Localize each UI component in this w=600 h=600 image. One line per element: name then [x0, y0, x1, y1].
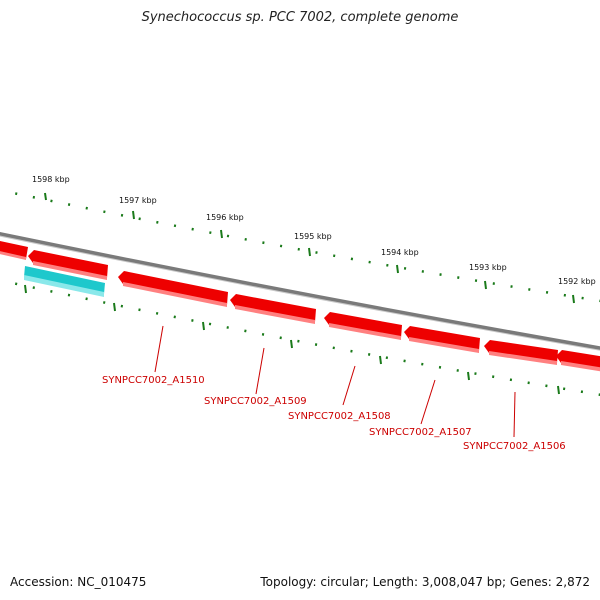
major-tick [572, 294, 575, 304]
outer-scale: 1598 kbp 1597 kbp 1596 kbp 1595 kbp 1594… [0, 175, 600, 304]
feature-bar [24, 266, 105, 297]
gene-arrow [28, 250, 108, 278]
major-tick [396, 264, 399, 274]
tick-label: 1592 kbp [558, 277, 596, 286]
major-tick [220, 229, 223, 239]
minor-tick [24, 284, 27, 294]
major-tick [44, 192, 47, 201]
minor-tick [113, 302, 116, 312]
outer-scale-dots [0, 188, 600, 303]
label-leaders [154, 325, 516, 438]
tick-label: 1596 kbp [206, 213, 244, 222]
genome-summary-text: Topology: circular; Length: 3,008,047 bp… [260, 575, 590, 589]
accession-text: Accession: NC_010475 [10, 575, 147, 589]
gene-arrow [556, 350, 600, 370]
map-title: Synechococcus sp. PCC 7002, complete gen… [141, 10, 459, 25]
gene-arrow [324, 312, 402, 338]
gene-label[interactable]: SYNPCC7002_A1509 [204, 396, 307, 407]
gene-arrows [0, 241, 600, 372]
gene-label[interactable]: SYNPCC7002_A1510 [102, 375, 205, 386]
inner-scale [0, 279, 600, 396]
tick-label: 1594 kbp [381, 248, 419, 257]
minor-tick [202, 321, 205, 331]
gene-label[interactable]: SYNPCC7002_A1507 [369, 427, 472, 438]
minor-tick [467, 371, 470, 381]
minor-tick [557, 385, 560, 395]
major-tick [132, 210, 135, 220]
major-tick [484, 280, 487, 290]
tick-label: 1597 kbp [119, 196, 157, 205]
gene-label[interactable]: SYNPCC7002_A1506 [463, 441, 566, 452]
major-tick [308, 247, 311, 257]
minor-tick [379, 355, 382, 365]
tick-label: 1595 kbp [294, 232, 332, 241]
gene-arrow [484, 340, 558, 363]
genome-backbone-shadow [0, 235, 600, 351]
gene-arrow [118, 271, 228, 305]
minor-tick [290, 339, 293, 349]
gene-arrow [404, 326, 480, 351]
tick-label: 1593 kbp [469, 263, 507, 272]
gene-arrow [230, 294, 316, 322]
tick-label: 1598 kbp [32, 175, 70, 184]
genome-backbone [0, 232, 600, 351]
gene-label[interactable]: SYNPCC7002_A1508 [288, 411, 391, 422]
